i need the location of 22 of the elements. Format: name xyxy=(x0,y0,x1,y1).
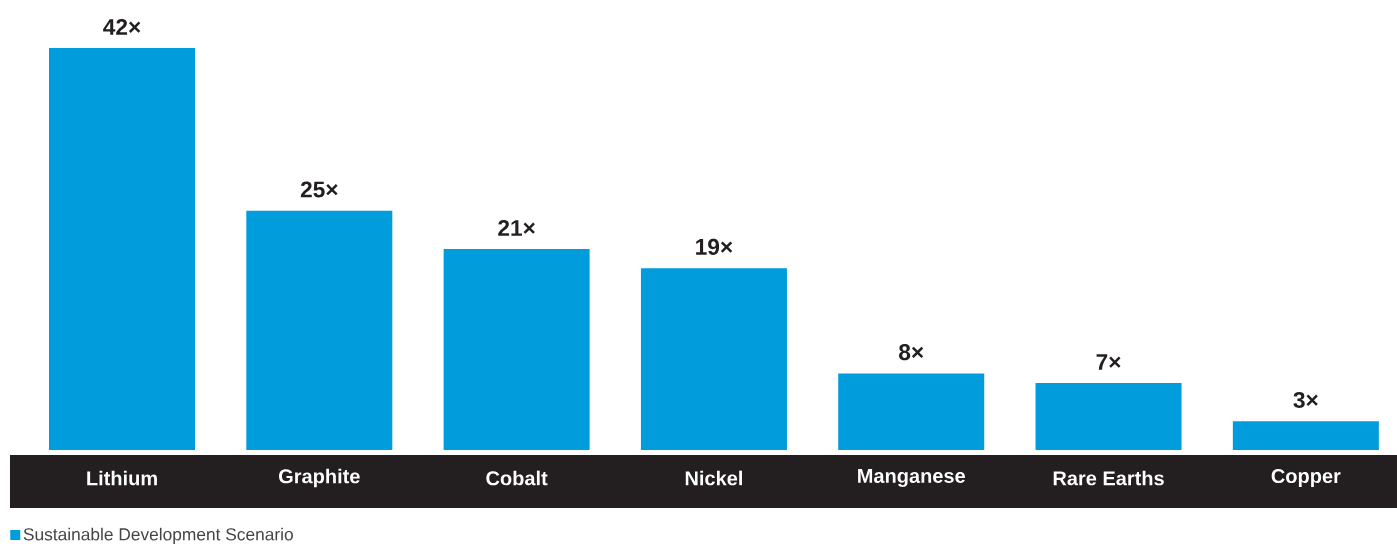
data-label: 7× xyxy=(1096,354,1121,370)
bar xyxy=(246,210,393,450)
data-label: 3× xyxy=(1293,391,1318,409)
x-tick-label: Copper xyxy=(1271,468,1341,488)
x-tick-label: Lithium xyxy=(87,470,157,486)
bar xyxy=(1232,421,1379,450)
data-label: 25× xyxy=(300,181,338,198)
bar xyxy=(640,268,787,450)
bar xyxy=(443,249,590,450)
data-label: 21× xyxy=(498,219,535,236)
legend-label: Sustainable Development Scenario xyxy=(23,527,293,544)
x-tick-label: Manganese xyxy=(858,469,965,488)
x-tick-label: Rare Earths xyxy=(1053,470,1164,486)
data-label: 8× xyxy=(899,344,924,361)
x-tick-label: Graphite xyxy=(279,468,360,488)
bar xyxy=(1035,383,1182,450)
x-tick-label: Nickel xyxy=(685,470,742,486)
data-label: 42× xyxy=(103,18,141,35)
x-tick-label: Cobalt xyxy=(486,470,548,486)
bar xyxy=(838,373,985,450)
data-label: 19× xyxy=(696,238,733,255)
bar xyxy=(49,48,196,450)
